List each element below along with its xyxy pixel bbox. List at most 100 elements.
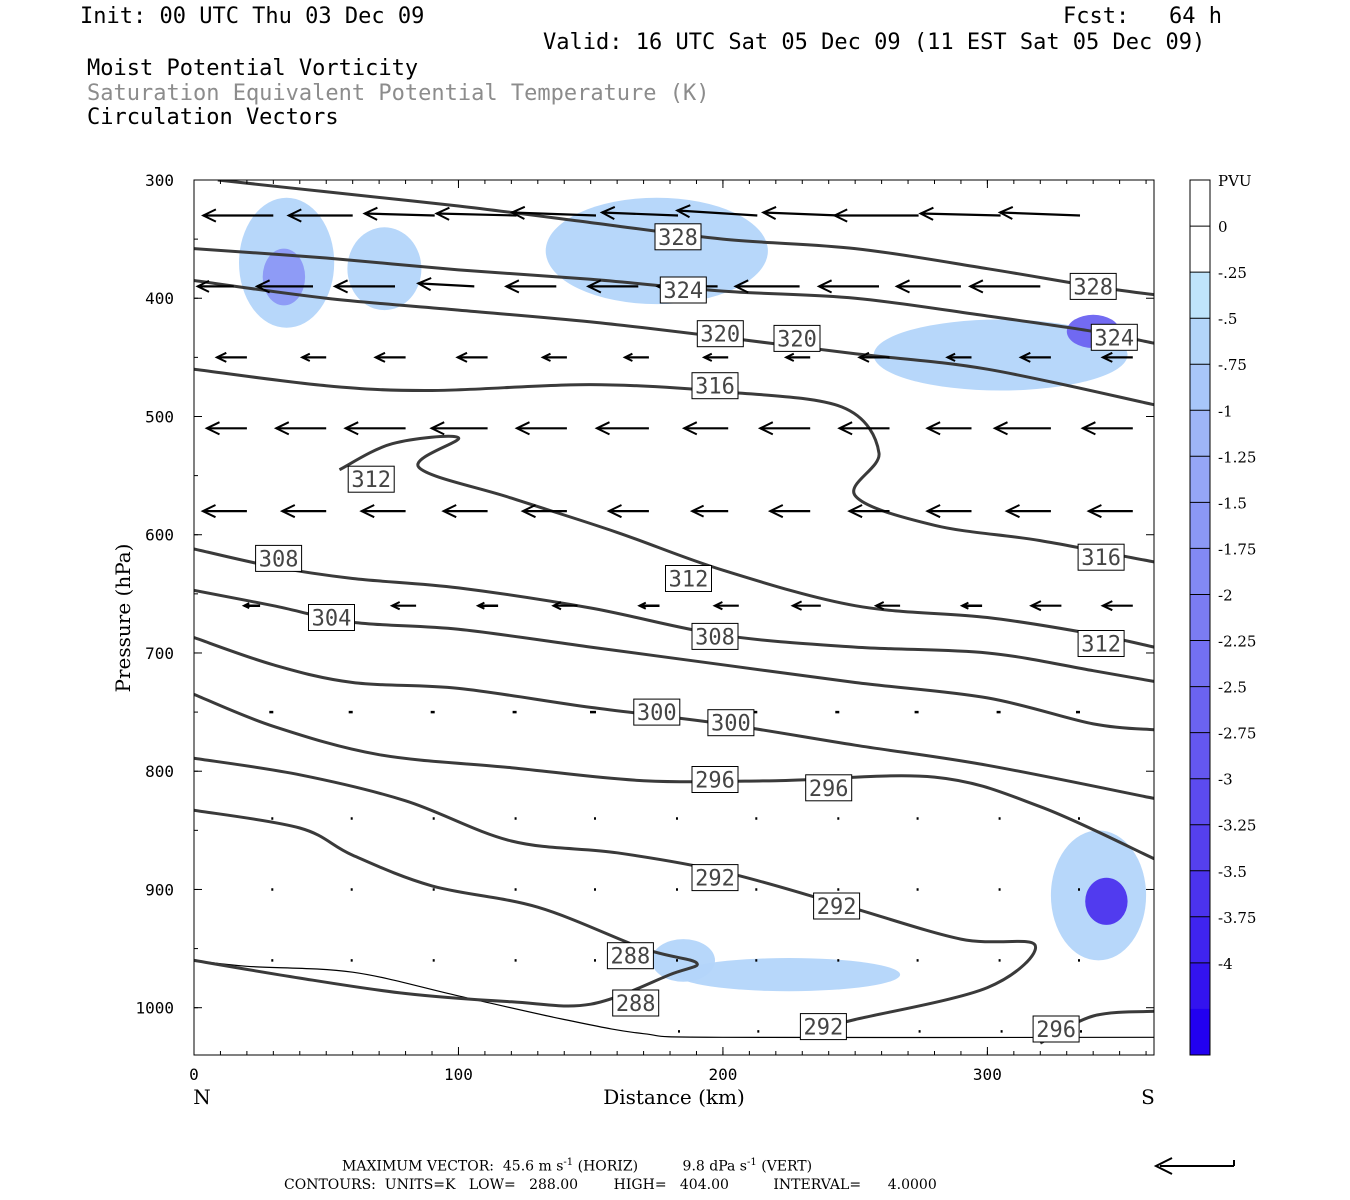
contour-label-box [707, 709, 755, 737]
vector-arrow [1029, 600, 1062, 612]
colorbar: 0 -.25 -.5 -.75 -1 -1.25 -1.5 -1.75 -2 -2.25 -2.5 -… [1189, 172, 1256, 1056]
contour-label-312: 312 [351, 468, 391, 493]
vector-arrow [873, 601, 901, 611]
y-tick-label: 600 [145, 526, 174, 545]
vector-arrow [837, 421, 890, 436]
contour-label-box [691, 372, 739, 400]
vector-arrow [332, 279, 395, 294]
contour-line-296 [194, 692, 1154, 861]
contour-label-box [654, 223, 702, 251]
contour-label-box [805, 774, 853, 802]
contour-label-288: 288 [616, 992, 656, 1017]
contour-label-296: 296 [809, 777, 849, 802]
colorbar-swatch [1190, 824, 1210, 872]
vector-arrow [586, 279, 639, 294]
colorbar-label: -3.75 [1218, 909, 1256, 927]
pv-region-8 [677, 958, 901, 992]
pv-region-7 [1085, 877, 1128, 925]
vector-arrow [429, 421, 488, 436]
contour-label-box [691, 622, 739, 650]
vector-arrow [712, 601, 739, 611]
contour-label-296: 296 [695, 769, 735, 794]
x-tick-label: 0 [189, 1065, 199, 1084]
valid-time: Valid: 16 UTC Sat 05 Dec 09 (11 EST Sat … [543, 30, 1206, 55]
contour-label-292: 292 [695, 867, 735, 892]
vector-arrow [681, 421, 729, 436]
vector-arrow [637, 601, 660, 610]
contour-label-box [1069, 272, 1117, 300]
plot-frame [193, 179, 1155, 1056]
colorbar-swatch [1190, 640, 1210, 688]
contour-label-300: 300 [711, 712, 751, 737]
colorbar-label: -.75 [1218, 356, 1247, 374]
circulation-vectors [114, 204, 1133, 1033]
colorbar-swatch [1190, 916, 1210, 964]
colorbar-label: -2.25 [1218, 633, 1256, 651]
contour-label-box [691, 766, 739, 793]
contour-label-320: 320 [777, 327, 817, 352]
y-axis-label: Pressure (hPa) [111, 544, 135, 693]
vector-arrow [273, 421, 327, 436]
colorbar-swatch [1190, 962, 1210, 1010]
vector-arrow [968, 279, 1041, 294]
contour-label-box [696, 320, 744, 348]
colorbar-swatch [1190, 456, 1210, 503]
vector-arrow [389, 601, 417, 611]
contour-label-box [799, 1013, 847, 1041]
vector-arrow [925, 504, 972, 519]
pv-region-4 [873, 319, 1128, 391]
max-vector-note: MAXIMUM VECTOR: 45.6 m s-1 (HORIZ) 9.8 d… [342, 1157, 813, 1175]
contour-line-300 [194, 636, 1154, 800]
vector-arrow [286, 208, 353, 223]
colorbar-label: -1.75 [1218, 540, 1256, 558]
vector-arrow [606, 504, 649, 519]
colorbar-label: -2.5 [1218, 679, 1247, 697]
vector-arrow [857, 351, 890, 363]
colorbar-label: -.5 [1218, 310, 1237, 328]
y-tick-label: 800 [145, 762, 174, 781]
contour-label-328: 328 [1073, 275, 1113, 300]
contour-label-308: 308 [695, 625, 735, 650]
contour-label-304: 304 [312, 607, 352, 632]
contour-label-box [665, 565, 712, 592]
colorbar-label: -1.5 [1218, 494, 1247, 512]
field-title-mpv: Moist Potential Vorticity [87, 56, 419, 81]
x-axis-label: Distance (km) [603, 1085, 745, 1109]
vector-arrow [416, 277, 475, 292]
vector-arrow [1018, 351, 1051, 363]
init-time: Init: 00 UTC Thu 03 Dec 09 [80, 4, 425, 29]
y-tick-label: 400 [145, 289, 174, 308]
vector-arrow [114, 209, 194, 221]
forecast-hour: Fcst: 64 h [1063, 4, 1222, 29]
contour-label-312: 312 [669, 568, 709, 593]
vector-arrow [195, 280, 234, 293]
contour-label-308: 308 [259, 547, 299, 572]
south-label: S [1141, 1085, 1155, 1109]
vector-arrow [790, 600, 821, 611]
colorbar-label: -2.75 [1218, 725, 1256, 743]
contour-label-312: 312 [1081, 633, 1121, 658]
vector-arrow [783, 352, 811, 362]
contour-label-292: 292 [817, 895, 857, 920]
contour-label-292: 292 [804, 1016, 844, 1041]
contour-label-box [1090, 323, 1138, 351]
field-title-vectors: Circulation Vectors [87, 105, 339, 130]
vector-arrow [540, 352, 567, 362]
vector-arrow [674, 204, 758, 219]
colorbar-label: -.25 [1218, 264, 1247, 282]
contour-label-box [691, 864, 739, 892]
vector-arrow [373, 351, 406, 363]
x-tick-label: 200 [708, 1065, 737, 1084]
colorbar-label: -1.25 [1218, 448, 1256, 466]
colorbar-label: -3 [1218, 771, 1233, 789]
vector-arrow [434, 206, 517, 221]
contour-label-box [255, 544, 303, 572]
vector-arrow [359, 504, 406, 519]
vector-arrow [918, 206, 1001, 221]
contour-line-308 [194, 547, 1154, 683]
vector-arrow [733, 279, 800, 294]
contour-line-288 [194, 808, 699, 1008]
colorbar-swatch [1190, 272, 1210, 319]
colorbar-label: -2 [1218, 587, 1233, 605]
